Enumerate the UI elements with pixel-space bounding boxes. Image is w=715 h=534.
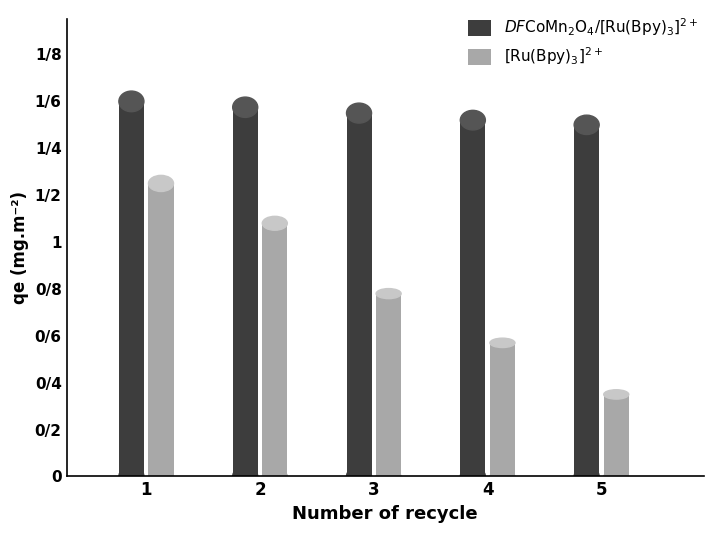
Ellipse shape: [119, 91, 144, 112]
Ellipse shape: [460, 467, 485, 486]
Bar: [149, 184, 174, 476]
Bar: [119, 101, 144, 476]
Ellipse shape: [490, 338, 515, 348]
Ellipse shape: [574, 467, 599, 486]
Ellipse shape: [262, 216, 287, 230]
Legend: $\it{DF}$CoMn$_2$O$_4$/[Ru(Bpy)$_3$]$^{2+}$, [Ru(Bpy)$_3$]$^{2+}$: $\it{DF}$CoMn$_2$O$_4$/[Ru(Bpy)$_3$]$^{2…: [463, 10, 704, 74]
Ellipse shape: [232, 466, 257, 486]
Y-axis label: qe (mg.m⁻²): qe (mg.m⁻²): [11, 191, 29, 304]
Ellipse shape: [119, 466, 144, 487]
Ellipse shape: [603, 390, 628, 399]
Bar: [574, 125, 599, 476]
Ellipse shape: [460, 111, 485, 130]
Bar: [603, 395, 628, 476]
Ellipse shape: [603, 472, 628, 481]
Ellipse shape: [232, 97, 257, 117]
Ellipse shape: [574, 115, 599, 135]
Ellipse shape: [149, 175, 174, 192]
Bar: [460, 120, 485, 476]
Ellipse shape: [347, 467, 372, 486]
Bar: [262, 223, 287, 476]
Bar: [347, 113, 372, 476]
Ellipse shape: [376, 472, 401, 482]
Ellipse shape: [376, 288, 401, 299]
Ellipse shape: [149, 468, 174, 484]
Ellipse shape: [262, 469, 287, 483]
Ellipse shape: [347, 103, 372, 123]
Ellipse shape: [490, 472, 515, 481]
Bar: [490, 343, 515, 476]
Bar: [376, 294, 401, 476]
X-axis label: Number of recycle: Number of recycle: [292, 505, 478, 523]
Bar: [232, 107, 257, 476]
